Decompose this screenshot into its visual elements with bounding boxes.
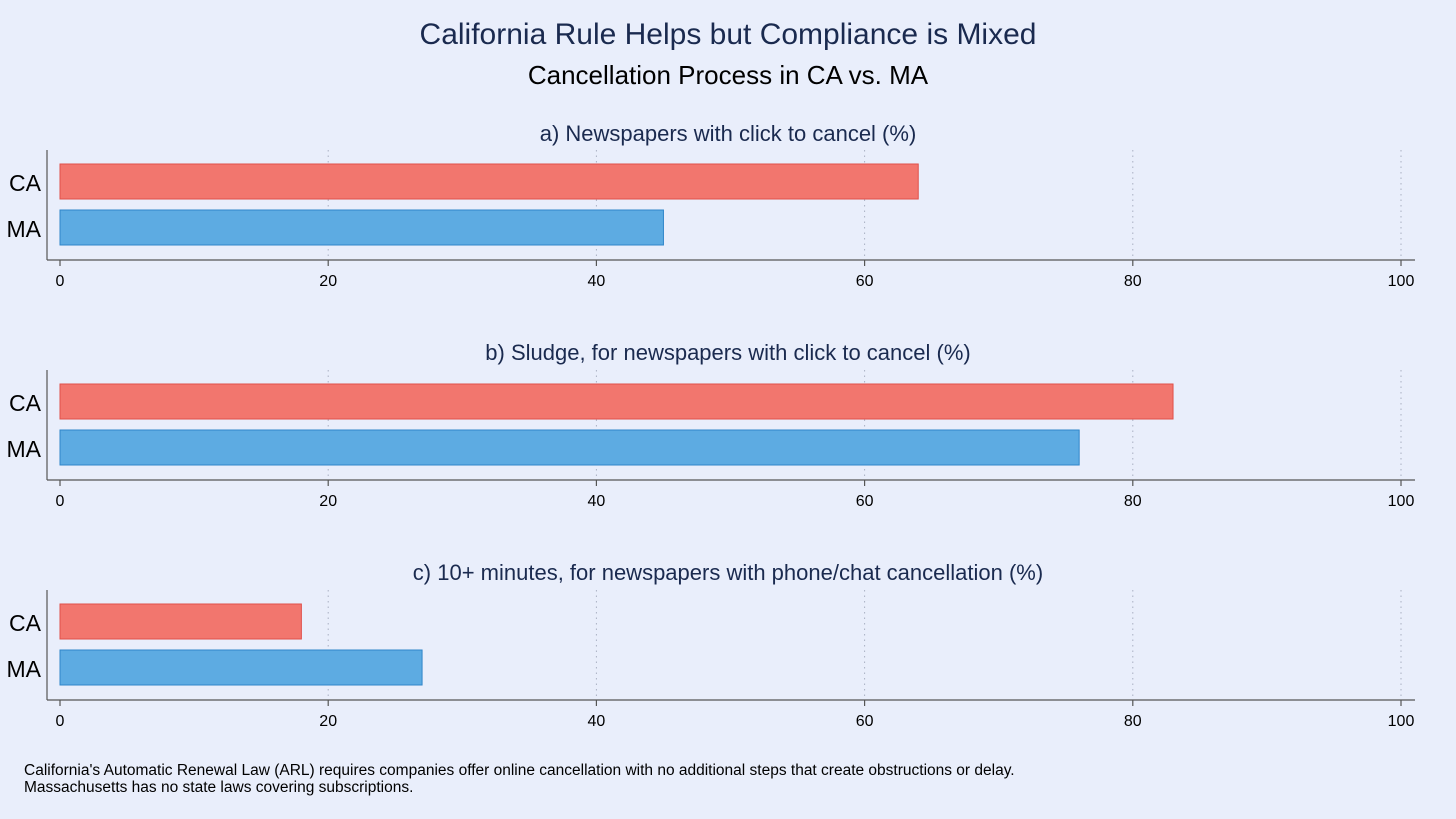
x-tick-label-0-4: 80	[1124, 273, 1142, 290]
panel-title-1: b) Sludge, for newspapers with click to …	[485, 340, 970, 365]
x-tick-label-1-1: 20	[319, 493, 337, 510]
footnote-line-1: California's Automatic Renewal Law (ARL)…	[24, 762, 1015, 779]
bar-0-ma	[59, 209, 664, 246]
x-tick-label-2-4: 80	[1124, 713, 1142, 730]
bar-2-ma	[59, 649, 423, 686]
x-tick-label-2-0: 0	[56, 713, 65, 730]
category-label-2-ca: CA	[9, 610, 42, 636]
category-label-2-ma: MA	[7, 656, 42, 682]
category-label-1-ca: CA	[9, 390, 42, 416]
chart-subtitle: Cancellation Process in CA vs. MA	[527, 60, 929, 90]
category-label-1-ma: MA	[7, 436, 42, 462]
x-tick-label-0-1: 20	[319, 273, 337, 290]
bar-1-ca	[59, 383, 1174, 420]
category-label-0-ma: MA	[7, 216, 42, 242]
bar-1-ma	[59, 429, 1080, 466]
chart-title: California Rule Helps but Compliance is …	[419, 18, 1037, 51]
x-tick-label-1-0: 0	[56, 493, 65, 510]
x-tick-label-2-5: 100	[1388, 713, 1415, 730]
panel-title-0: a) Newspapers with click to cancel (%)	[540, 121, 917, 146]
x-tick-label-2-1: 20	[319, 713, 337, 730]
category-label-0-ca: CA	[9, 170, 42, 196]
panel-title-2: c) 10+ minutes, for newspapers with phon…	[413, 560, 1043, 585]
x-tick-label-2-3: 60	[856, 713, 874, 730]
bar-2-ca	[59, 603, 302, 640]
x-tick-label-0-0: 0	[56, 273, 65, 290]
x-tick-label-1-3: 60	[856, 493, 874, 510]
x-tick-label-1-4: 80	[1124, 493, 1142, 510]
x-tick-label-0-5: 100	[1388, 273, 1415, 290]
footnote-line-2: Massachusetts has no state laws covering…	[24, 779, 414, 796]
bar-0-ca	[59, 163, 919, 200]
x-tick-label-1-2: 40	[588, 493, 606, 510]
x-tick-label-1-5: 100	[1388, 493, 1415, 510]
x-tick-label-0-3: 60	[856, 273, 874, 290]
x-tick-label-2-2: 40	[588, 713, 606, 730]
footnote: California's Automatic Renewal Law (ARL)…	[24, 762, 1015, 796]
x-tick-label-0-2: 40	[588, 273, 606, 290]
